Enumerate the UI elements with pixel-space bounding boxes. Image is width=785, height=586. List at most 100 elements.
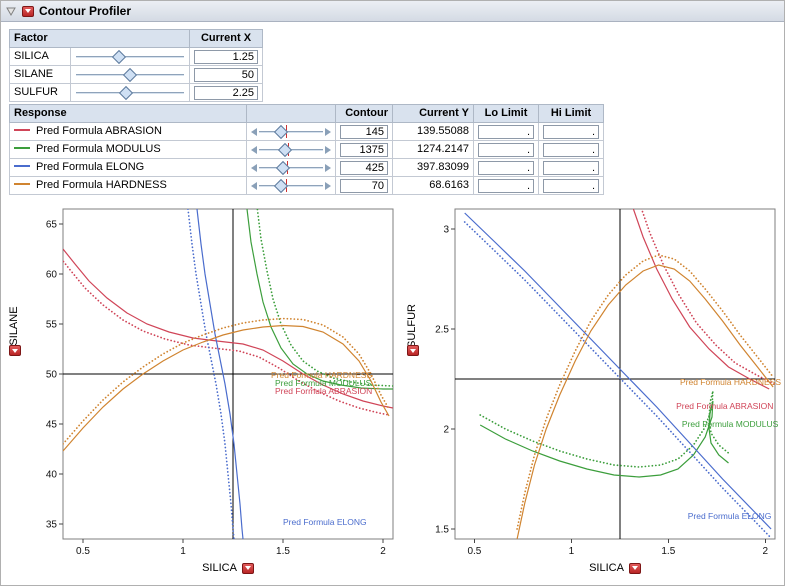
svg-text:Pred Formula ABRASION: Pred Formula ABRASION (676, 401, 773, 411)
factor-name: SILICA (9, 47, 71, 66)
sulfur-axis-menu-button[interactable] (407, 345, 419, 356)
svg-text:2.5: 2.5 (435, 325, 449, 336)
slider-left-arrow-icon[interactable] (251, 128, 257, 136)
slider-right-arrow-icon[interactable] (325, 146, 331, 154)
silica-axis-menu-button-right[interactable] (628, 562, 641, 574)
slider-track[interactable] (259, 185, 323, 186)
response-row-hardness: Pred Formula HARDNESS 70 68.6163 . . (9, 176, 604, 195)
lo-limit-field[interactable]: . (478, 160, 534, 175)
svg-text:Pred Formula ELONG: Pred Formula ELONG (688, 511, 772, 521)
lo-limit-field[interactable]: . (478, 124, 534, 139)
page-title: Contour Profiler (39, 4, 131, 18)
response-row-elong: Pred Formula ELONG 425 397.83099 . . (9, 158, 604, 177)
current-x-header: Current X (189, 29, 263, 48)
factor-row-sulfur: SULFUR 2.25 (9, 83, 263, 102)
silane-axis-menu-button[interactable] (9, 345, 21, 356)
svg-text:2: 2 (380, 546, 386, 557)
response-name: Pred Formula HARDNESS (36, 179, 167, 191)
contour-header: Contour (335, 104, 393, 123)
svg-text:1.5: 1.5 (435, 525, 449, 536)
series-color-line (14, 147, 30, 150)
series-color-line (14, 129, 30, 132)
svg-text:1: 1 (569, 546, 575, 557)
hi-limit-field[interactable]: . (543, 160, 599, 175)
slider-right-arrow-icon[interactable] (325, 128, 331, 136)
hi-limit-header: Hi Limit (538, 104, 604, 123)
response-name: Pred Formula ELONG (36, 161, 145, 173)
silica-current-x-field[interactable]: 1.25 (194, 49, 258, 64)
hi-limit-field[interactable]: . (543, 124, 599, 139)
silica-axis-menu-button-left[interactable] (241, 562, 254, 574)
svg-text:Pred Formula MODULUS: Pred Formula MODULUS (275, 378, 372, 388)
contour-value-field[interactable]: 425 (340, 160, 388, 175)
factor-row-silane: SILANE 50 (9, 65, 263, 84)
hi-limit-field[interactable]: . (543, 142, 599, 157)
svg-text:1.5: 1.5 (661, 546, 675, 557)
contour-value-field[interactable]: 145 (340, 124, 388, 139)
factor-name: SULFUR (9, 83, 71, 102)
response-row-modulus: Pred Formula MODULUS 1375 1274.2147 . . (9, 140, 604, 159)
contour-plot-sulfur-vs-silica[interactable]: 0.5 1 1.5 2 1.5 2 2.5 3 Pred Formula HARDNESS Pre… (423, 201, 783, 559)
svg-text:2: 2 (763, 546, 769, 557)
response-slider-header (246, 104, 336, 123)
lo-limit-field[interactable]: . (478, 178, 534, 193)
series-color-line (14, 165, 30, 168)
svg-text:50: 50 (46, 370, 58, 381)
current-y-value: 1274.2147 (392, 140, 474, 159)
contour-profiler-menu-button[interactable] (22, 5, 34, 17)
svg-text:3: 3 (443, 225, 449, 236)
abrasion-contour-slider[interactable] (251, 124, 331, 140)
x-axis-label-silica-left: SILICA (202, 562, 237, 574)
svg-text:55: 55 (46, 320, 58, 331)
svg-text:Pred Formula MODULUS: Pred Formula MODULUS (682, 419, 779, 429)
response-name: Pred Formula MODULUS (36, 143, 161, 155)
current-y-value: 68.6163 (392, 176, 474, 195)
slider-thumb[interactable] (111, 49, 127, 65)
contour-value-field[interactable]: 70 (340, 178, 388, 193)
slider-track[interactable] (76, 56, 184, 57)
svg-text:1: 1 (180, 546, 186, 557)
svg-text:2: 2 (443, 425, 449, 436)
sulfur-slider[interactable] (75, 85, 185, 101)
slider-track[interactable] (259, 131, 323, 132)
current-y-value: 397.83099 (392, 158, 474, 177)
svg-text:Pred Formula ABRASION: Pred Formula ABRASION (275, 386, 372, 396)
slider-right-arrow-icon[interactable] (325, 182, 331, 190)
svg-text:35: 35 (46, 520, 58, 531)
hardness-contour-slider[interactable] (251, 178, 331, 194)
slider-left-arrow-icon[interactable] (251, 146, 257, 154)
slider-left-arrow-icon[interactable] (251, 182, 257, 190)
slider-thumb[interactable] (118, 85, 133, 101)
slider-thumb[interactable] (277, 142, 292, 158)
contour-plot-silane-vs-silica[interactable]: 0.5 1 1.5 2 35 40 45 50 55 60 65 Pred Formula HARDN… (27, 201, 399, 559)
elong-contour-slider[interactable] (251, 160, 331, 176)
silica-slider[interactable] (75, 49, 185, 65)
sulfur-current-x-field[interactable]: 2.25 (194, 85, 258, 100)
response-name: Pred Formula ABRASION (36, 125, 162, 137)
modulus-contour-slider[interactable] (251, 142, 331, 158)
svg-text:45: 45 (46, 420, 58, 431)
response-table: Response Contour Current Y Lo Limit Hi L… (9, 104, 604, 195)
response-header: Response (9, 104, 247, 123)
current-y-value: 139.55088 (392, 122, 474, 141)
svg-text:40: 40 (46, 470, 58, 481)
current-y-header: Current Y (392, 104, 474, 123)
disclosure-triangle-icon[interactable] (5, 5, 17, 17)
factor-header: Factor (9, 29, 190, 48)
response-header-row: Response Contour Current Y Lo Limit Hi L… (9, 104, 604, 123)
silane-slider[interactable] (75, 67, 185, 83)
slider-thumb[interactable] (122, 67, 138, 83)
svg-text:60: 60 (46, 270, 58, 281)
x-axis-label-silica-right: SILICA (589, 562, 624, 574)
svg-text:Pred Formula HARDNESS: Pred Formula HARDNESS (271, 370, 372, 380)
slider-track[interactable] (259, 167, 323, 168)
hi-limit-field[interactable]: . (543, 178, 599, 193)
contour-value-field[interactable]: 1375 (340, 142, 388, 157)
slider-right-arrow-icon[interactable] (325, 164, 331, 172)
svg-text:1.5: 1.5 (276, 546, 290, 557)
lo-limit-field[interactable]: . (478, 142, 534, 157)
slider-left-arrow-icon[interactable] (251, 164, 257, 172)
silane-current-x-field[interactable]: 50 (194, 67, 258, 82)
factor-table: Factor Current X SILICA 1.25 SILANE 50 S… (9, 29, 263, 102)
